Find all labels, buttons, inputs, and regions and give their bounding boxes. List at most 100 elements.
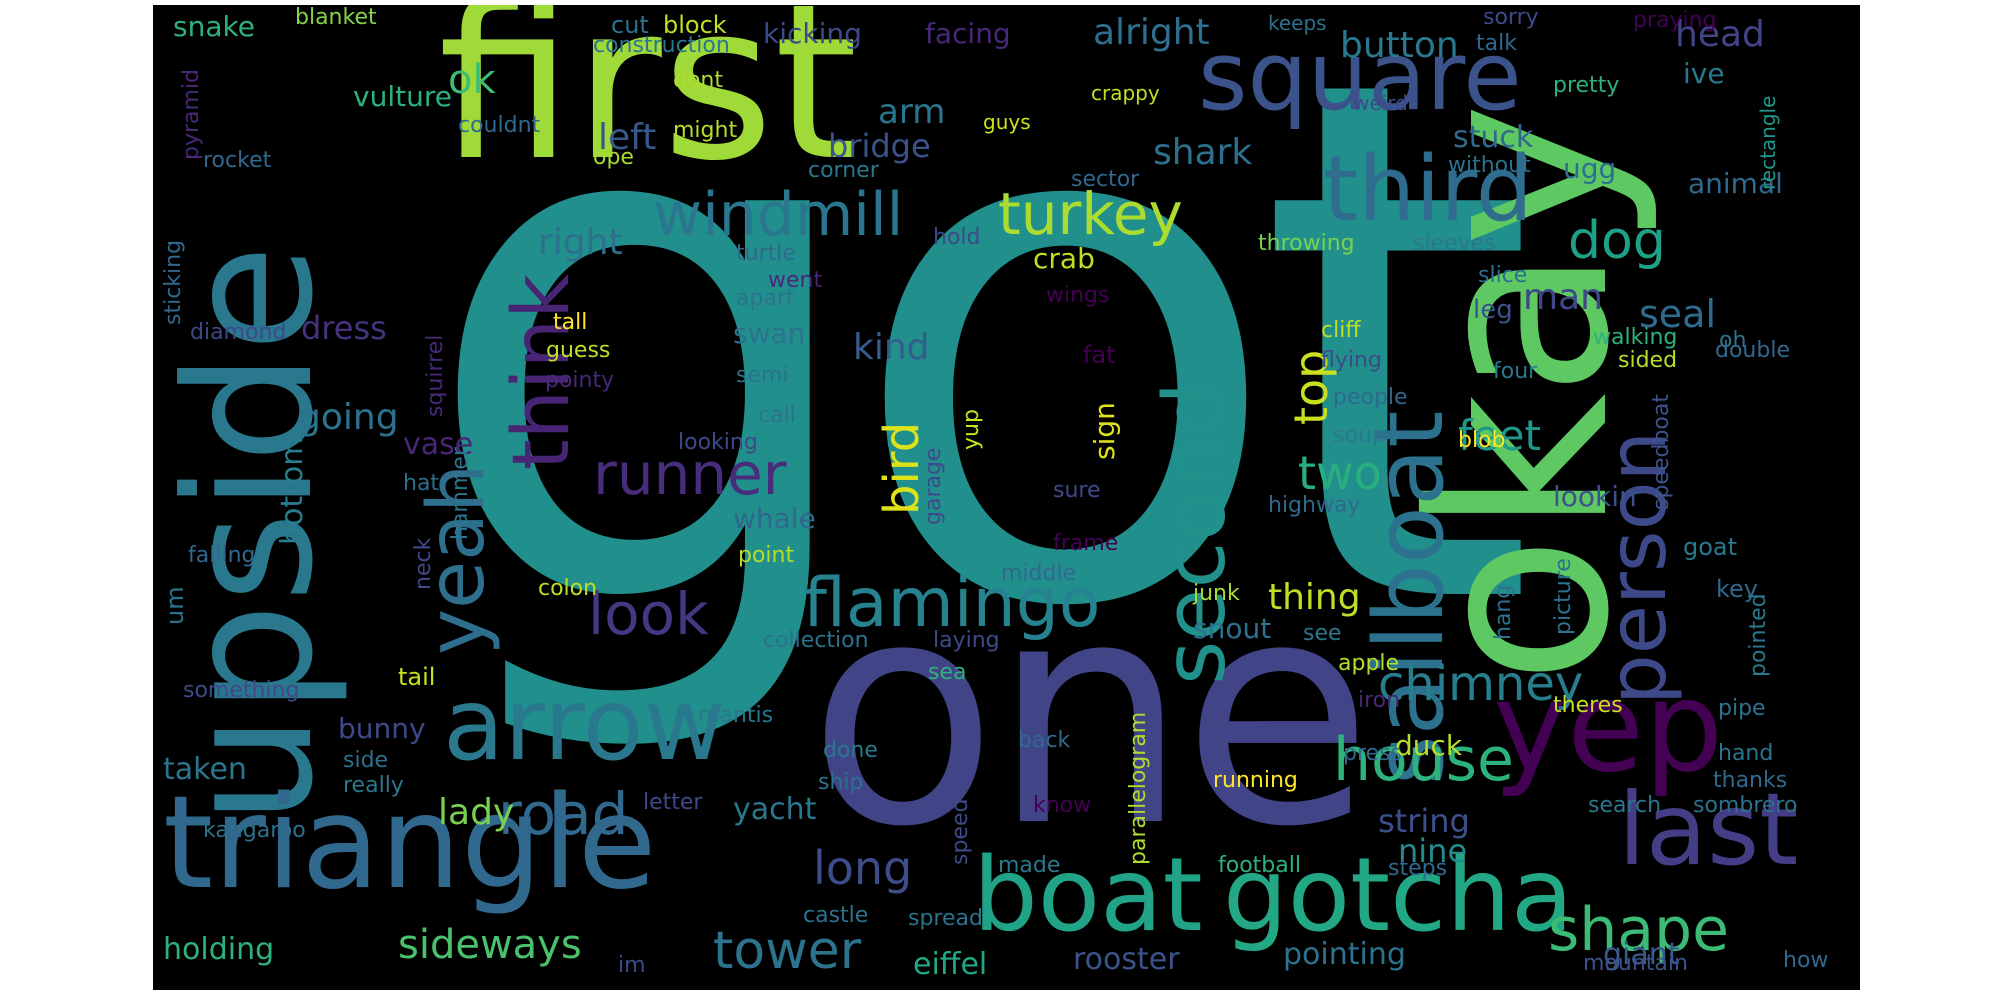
word-boat: boat bbox=[973, 836, 1203, 955]
word-kicking: kicking bbox=[763, 17, 862, 50]
word-sided: sided bbox=[1618, 348, 1678, 373]
word-football: football bbox=[1218, 853, 1301, 878]
word-mantis: mantis bbox=[698, 703, 774, 728]
word-feet: feet bbox=[1458, 411, 1541, 460]
word-looking: looking bbox=[678, 430, 758, 455]
word-flamingo: flamingo bbox=[803, 564, 1101, 643]
word-ope: ope bbox=[593, 145, 634, 170]
word-apart: apart bbox=[736, 286, 795, 311]
word-squirrel: squirrel bbox=[423, 334, 448, 417]
word-thanks: thanks bbox=[1713, 768, 1788, 793]
word-speedboat: speedboat bbox=[1649, 394, 1674, 510]
word-cliff: cliff bbox=[1321, 318, 1361, 343]
word-collection: collection bbox=[763, 628, 869, 653]
word-flying: flying bbox=[1321, 348, 1382, 373]
word-sector: sector bbox=[1071, 167, 1140, 192]
word-mountain: mountain bbox=[1583, 951, 1688, 976]
word-couldnt: couldnt bbox=[458, 113, 541, 138]
word-sorry: sorry bbox=[1483, 5, 1539, 30]
word-whale: whale bbox=[733, 502, 816, 535]
word-weird: weird bbox=[1353, 91, 1408, 115]
word-iron: iron bbox=[1358, 688, 1401, 713]
word-theres: theres bbox=[1553, 693, 1623, 718]
word-shark: shark bbox=[1153, 132, 1253, 173]
word-ive: ive bbox=[1683, 57, 1725, 90]
word-triangle: triangle bbox=[163, 769, 657, 918]
word-point: point bbox=[738, 543, 795, 568]
word-spread: spread bbox=[908, 906, 983, 931]
word-call: call bbox=[758, 403, 796, 428]
word-keeps: keeps bbox=[1268, 11, 1327, 35]
word-guess: guess bbox=[546, 338, 611, 363]
word-throwing: throwing bbox=[1258, 231, 1355, 256]
word-how: how bbox=[1783, 948, 1829, 973]
word-tail: tail bbox=[398, 663, 436, 691]
word-bottom: bottom bbox=[275, 436, 310, 545]
word-something: something bbox=[183, 678, 300, 703]
word-tower: tower bbox=[713, 921, 862, 981]
word-apple: apple bbox=[1338, 651, 1400, 676]
word-duck: duck bbox=[1395, 729, 1463, 762]
word-sleeves: sleeves bbox=[1413, 231, 1496, 256]
word-diamond: diamond bbox=[190, 320, 287, 345]
word-guys: guys bbox=[983, 110, 1031, 134]
word-went: went bbox=[768, 268, 823, 293]
word-talk: talk bbox=[1476, 31, 1517, 56]
word-ugg: ugg bbox=[1563, 152, 1617, 185]
word-sea: sea bbox=[928, 660, 967, 685]
word-eiffel: eiffel bbox=[913, 947, 988, 982]
word-running: running bbox=[1213, 768, 1298, 793]
word-button: button bbox=[1340, 25, 1459, 66]
word-hold: hold bbox=[933, 225, 981, 250]
word-vulture: vulture bbox=[353, 80, 452, 113]
word-look: look bbox=[588, 580, 709, 648]
word-picture: picture bbox=[1551, 558, 1576, 635]
word-yep: yep bbox=[1493, 655, 1724, 800]
word-alright: alright bbox=[1093, 12, 1210, 53]
word-people: people bbox=[1333, 385, 1408, 410]
word-stuck: stuck bbox=[1453, 120, 1534, 155]
word-last: last bbox=[1618, 771, 1799, 888]
word-falling: falling bbox=[188, 543, 256, 568]
word-sign: sign bbox=[1088, 402, 1121, 460]
word-castle: castle bbox=[803, 903, 869, 928]
word-rectangle: rectangle bbox=[1756, 95, 1780, 190]
word-crappy: crappy bbox=[1091, 81, 1160, 105]
word-pointed: pointed bbox=[1746, 593, 1771, 677]
word-goat: goat bbox=[1683, 533, 1738, 561]
word-without: without bbox=[1448, 153, 1531, 178]
word-lady: lady bbox=[438, 792, 515, 833]
word-runner: runner bbox=[593, 440, 787, 508]
word-bunny: bunny bbox=[338, 712, 426, 745]
word-laying: laying bbox=[933, 628, 1000, 653]
word-oh: oh bbox=[1719, 328, 1747, 353]
word-shape: shape bbox=[1548, 895, 1730, 965]
word-seal: seal bbox=[1639, 292, 1717, 336]
word-hammer: hammer bbox=[448, 447, 473, 540]
word-two: two bbox=[1298, 446, 1382, 500]
word-done: done bbox=[823, 738, 878, 763]
word-side: side bbox=[343, 748, 389, 773]
word-bridge: bridge bbox=[828, 127, 931, 165]
word-rocket: rocket bbox=[203, 148, 272, 173]
word-double: double bbox=[1715, 338, 1790, 363]
word-construction: construction bbox=[593, 33, 730, 58]
word-man: man bbox=[1523, 277, 1603, 318]
word-animal: animal bbox=[1688, 167, 1783, 200]
word-slice: slice bbox=[1478, 263, 1528, 288]
word-road: road bbox=[498, 780, 629, 848]
word-blanket: blanket bbox=[295, 5, 377, 30]
word-key: key bbox=[1716, 575, 1759, 603]
word-ship: ship bbox=[818, 770, 864, 795]
word-going: going bbox=[298, 397, 399, 438]
word-rooster: rooster bbox=[1073, 942, 1180, 977]
word-snake: snake bbox=[173, 10, 255, 43]
word-dress: dress bbox=[301, 309, 387, 347]
word-left: left bbox=[598, 117, 657, 158]
word-garage: garage bbox=[921, 447, 946, 525]
word-highway: highway bbox=[1268, 493, 1361, 518]
word-frame: frame bbox=[1053, 531, 1119, 556]
word-got: got bbox=[418, 5, 1538, 764]
word-colon: colon bbox=[538, 576, 598, 601]
word-first: first bbox=[438, 5, 859, 208]
